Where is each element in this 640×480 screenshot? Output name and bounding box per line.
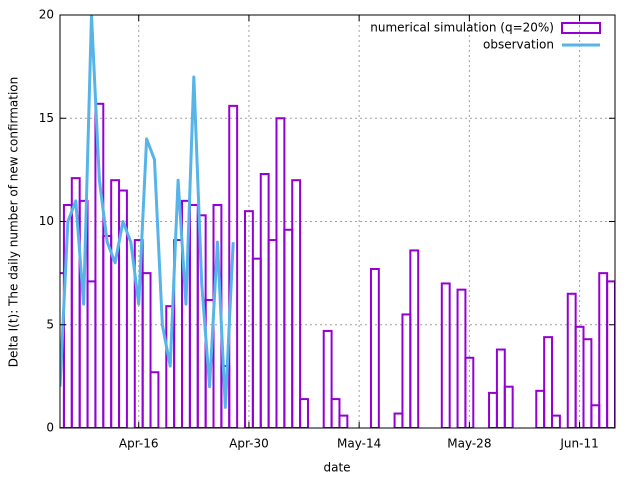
x-tick-label: Apr-16 <box>119 437 159 451</box>
bar <box>118 189 128 428</box>
bar <box>369 267 380 428</box>
x-tick-label: Apr-30 <box>229 437 269 451</box>
bar <box>503 385 514 428</box>
y-axis-label: Delta I(t): The daily number of new conf… <box>7 77 21 367</box>
bar <box>543 336 554 428</box>
legend-label: observation <box>483 38 554 52</box>
y-tick-label: 0 <box>46 421 54 435</box>
legend-label: numerical simulation (q=20%) <box>370 21 554 35</box>
x-tick-label: May-14 <box>337 437 381 451</box>
bar <box>464 356 475 428</box>
x-tick-label: Jun-11 <box>559 437 598 451</box>
x-axis-label: date <box>323 461 350 475</box>
y-tick-label: 20 <box>39 8 54 22</box>
bar <box>409 249 420 428</box>
grid <box>60 14 615 429</box>
y-tick-label: 10 <box>39 214 54 228</box>
bar <box>141 272 152 428</box>
bar <box>228 104 239 428</box>
y-tick-label: 15 <box>39 111 54 125</box>
x-tick-label: May-28 <box>447 437 491 451</box>
bar <box>606 280 615 428</box>
line <box>60 15 235 409</box>
bar <box>322 329 333 428</box>
legend-key <box>561 22 601 34</box>
bar <box>440 282 451 428</box>
labels: 0 5 10 15 20 Apr-16 Apr-30 May-14 May-28 Jun-11 nu… <box>39 8 615 451</box>
y-tick-label: 5 <box>46 317 54 331</box>
bar <box>291 179 302 428</box>
